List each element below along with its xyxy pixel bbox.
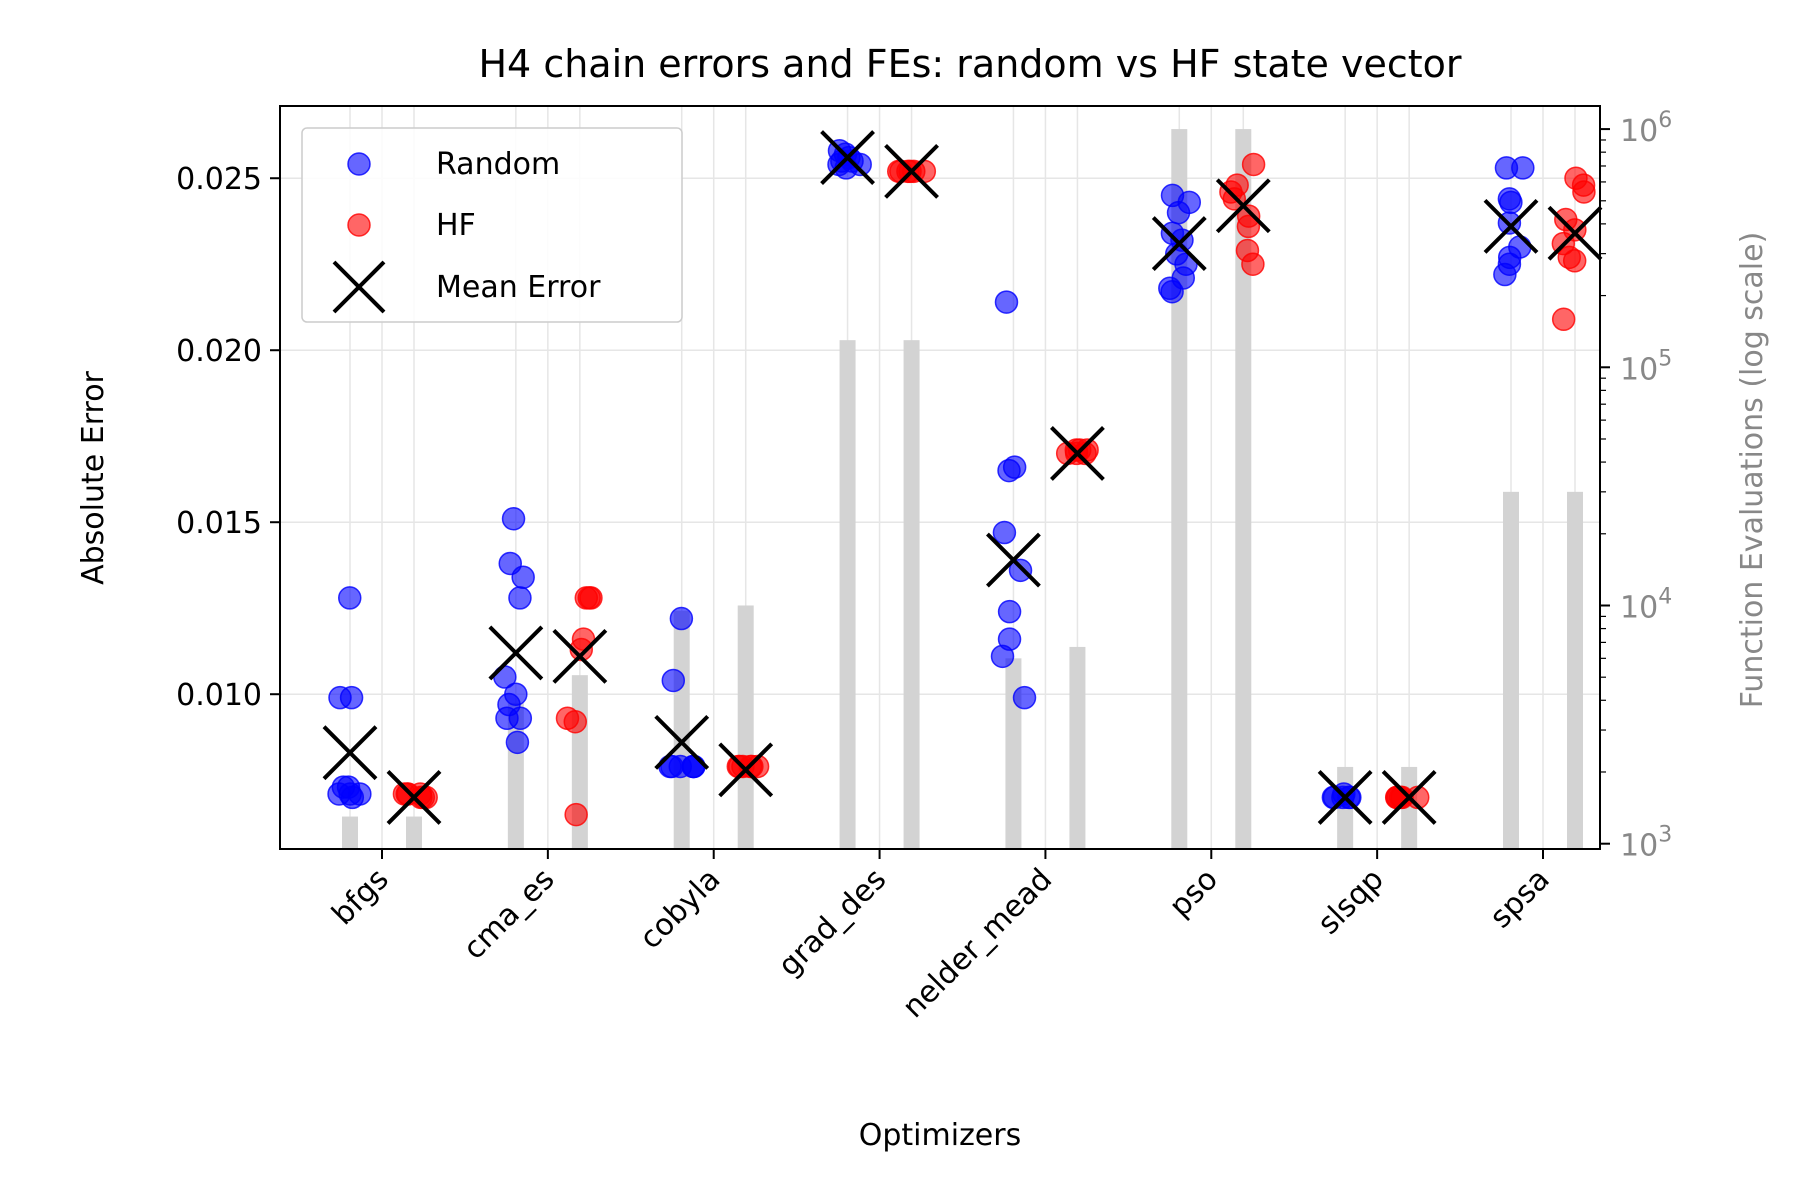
data-point: [1241, 252, 1265, 276]
data-point: [505, 730, 530, 755]
mean-marker: [1151, 216, 1207, 272]
mean-marker: [1547, 205, 1603, 261]
legend: Random HF Mean Error: [301, 127, 683, 323]
mean-marker: [654, 714, 710, 770]
data-point: [1008, 558, 1033, 583]
mean-marker: [1317, 769, 1373, 825]
mean-marker: [1483, 198, 1539, 254]
data-point: [1012, 685, 1037, 710]
mean-marker: [884, 143, 939, 199]
legend-random-marker: [347, 152, 371, 176]
fe-bar: [839, 340, 856, 849]
fe-bar: [737, 605, 754, 849]
fe-bar: [1005, 658, 1022, 849]
data-point: [669, 606, 694, 631]
fe-bar: [342, 816, 358, 849]
data-point: [1572, 180, 1596, 204]
data-point: [564, 802, 588, 827]
data-point: [1499, 190, 1523, 215]
y2-axis: 103 104 105 106: [1600, 108, 1672, 864]
data-point: [563, 709, 588, 734]
mean-marker: [820, 130, 875, 186]
legend-mean-marker: [332, 260, 386, 314]
y-tick-label: 0.025: [176, 162, 262, 197]
data-point: [992, 520, 1017, 545]
data-point: [1384, 785, 1409, 810]
data-point: [574, 586, 599, 610]
mean-markers: [322, 130, 1603, 825]
data-point: [681, 754, 706, 779]
data-point: [994, 290, 1019, 314]
data-point: [1160, 280, 1184, 304]
data-point: [1236, 214, 1261, 239]
mean-marker: [322, 725, 378, 781]
data-point: [328, 685, 352, 710]
data-point: [997, 458, 1021, 483]
data-point: [1241, 152, 1266, 177]
mean-marker: [718, 742, 774, 798]
fe-bar: [1069, 646, 1086, 849]
mean-marker: [986, 532, 1041, 588]
data-point: [889, 159, 913, 184]
fe-bar: [673, 610, 690, 849]
data-point: [414, 785, 438, 810]
data-point: [508, 586, 532, 610]
y2-tick-label: 105: [1620, 346, 1672, 387]
mean-marker: [1215, 178, 1271, 234]
data-point: [1493, 262, 1517, 287]
data-point: [1494, 156, 1519, 180]
data-point: [501, 507, 526, 531]
fe-bar: [406, 816, 422, 849]
data-point: [661, 668, 686, 693]
data-point: [997, 599, 1022, 624]
plot-frame: [279, 105, 1601, 850]
legend-mean-label: Mean Error: [436, 270, 601, 305]
y2-tick-label: 103: [1620, 823, 1672, 864]
y-tick-label: 0.020: [176, 334, 262, 369]
legend-hf-marker: [347, 213, 371, 237]
mean-marker: [386, 769, 442, 825]
data-point: [340, 785, 365, 810]
y2-axis-label: Function Evaluations (log scale): [1735, 232, 1770, 709]
y-axis: 0.010 0.015 0.020 0.025: [176, 162, 280, 713]
chart-title: H4 chain errors and FEs: random vs HF st…: [478, 42, 1461, 86]
fe-bar: [1567, 491, 1583, 849]
data-point: [1551, 307, 1576, 332]
data-point: [1337, 785, 1361, 810]
mean-marker: [1381, 769, 1437, 825]
y-tick-label: 0.010: [176, 678, 262, 713]
data-point: [495, 706, 519, 731]
legend-hf-label: HF: [436, 208, 476, 243]
mean-marker: [1050, 426, 1105, 481]
legend-box: [301, 127, 683, 323]
data-point: [1166, 200, 1191, 225]
fe-bar: [1171, 129, 1188, 849]
data-point: [1073, 441, 1097, 466]
fe-bar: [903, 340, 920, 849]
data-point: [511, 565, 535, 590]
y-tick-label: 0.015: [176, 506, 262, 541]
data-point: [338, 586, 362, 610]
y2-tick-label: 106: [1620, 108, 1672, 149]
data-point: [990, 644, 1015, 669]
y2-tick-label: 104: [1620, 584, 1672, 625]
fe-bar: [1503, 491, 1519, 849]
mean-marker: [488, 625, 544, 681]
data-point: [1562, 249, 1587, 273]
y-axis-label: Absolute Error: [76, 370, 111, 584]
fe-bar: [1235, 129, 1252, 849]
legend-random-label: Random: [436, 147, 560, 182]
x-axis-label: Optimizers: [859, 1118, 1021, 1153]
mean-marker: [552, 628, 608, 684]
